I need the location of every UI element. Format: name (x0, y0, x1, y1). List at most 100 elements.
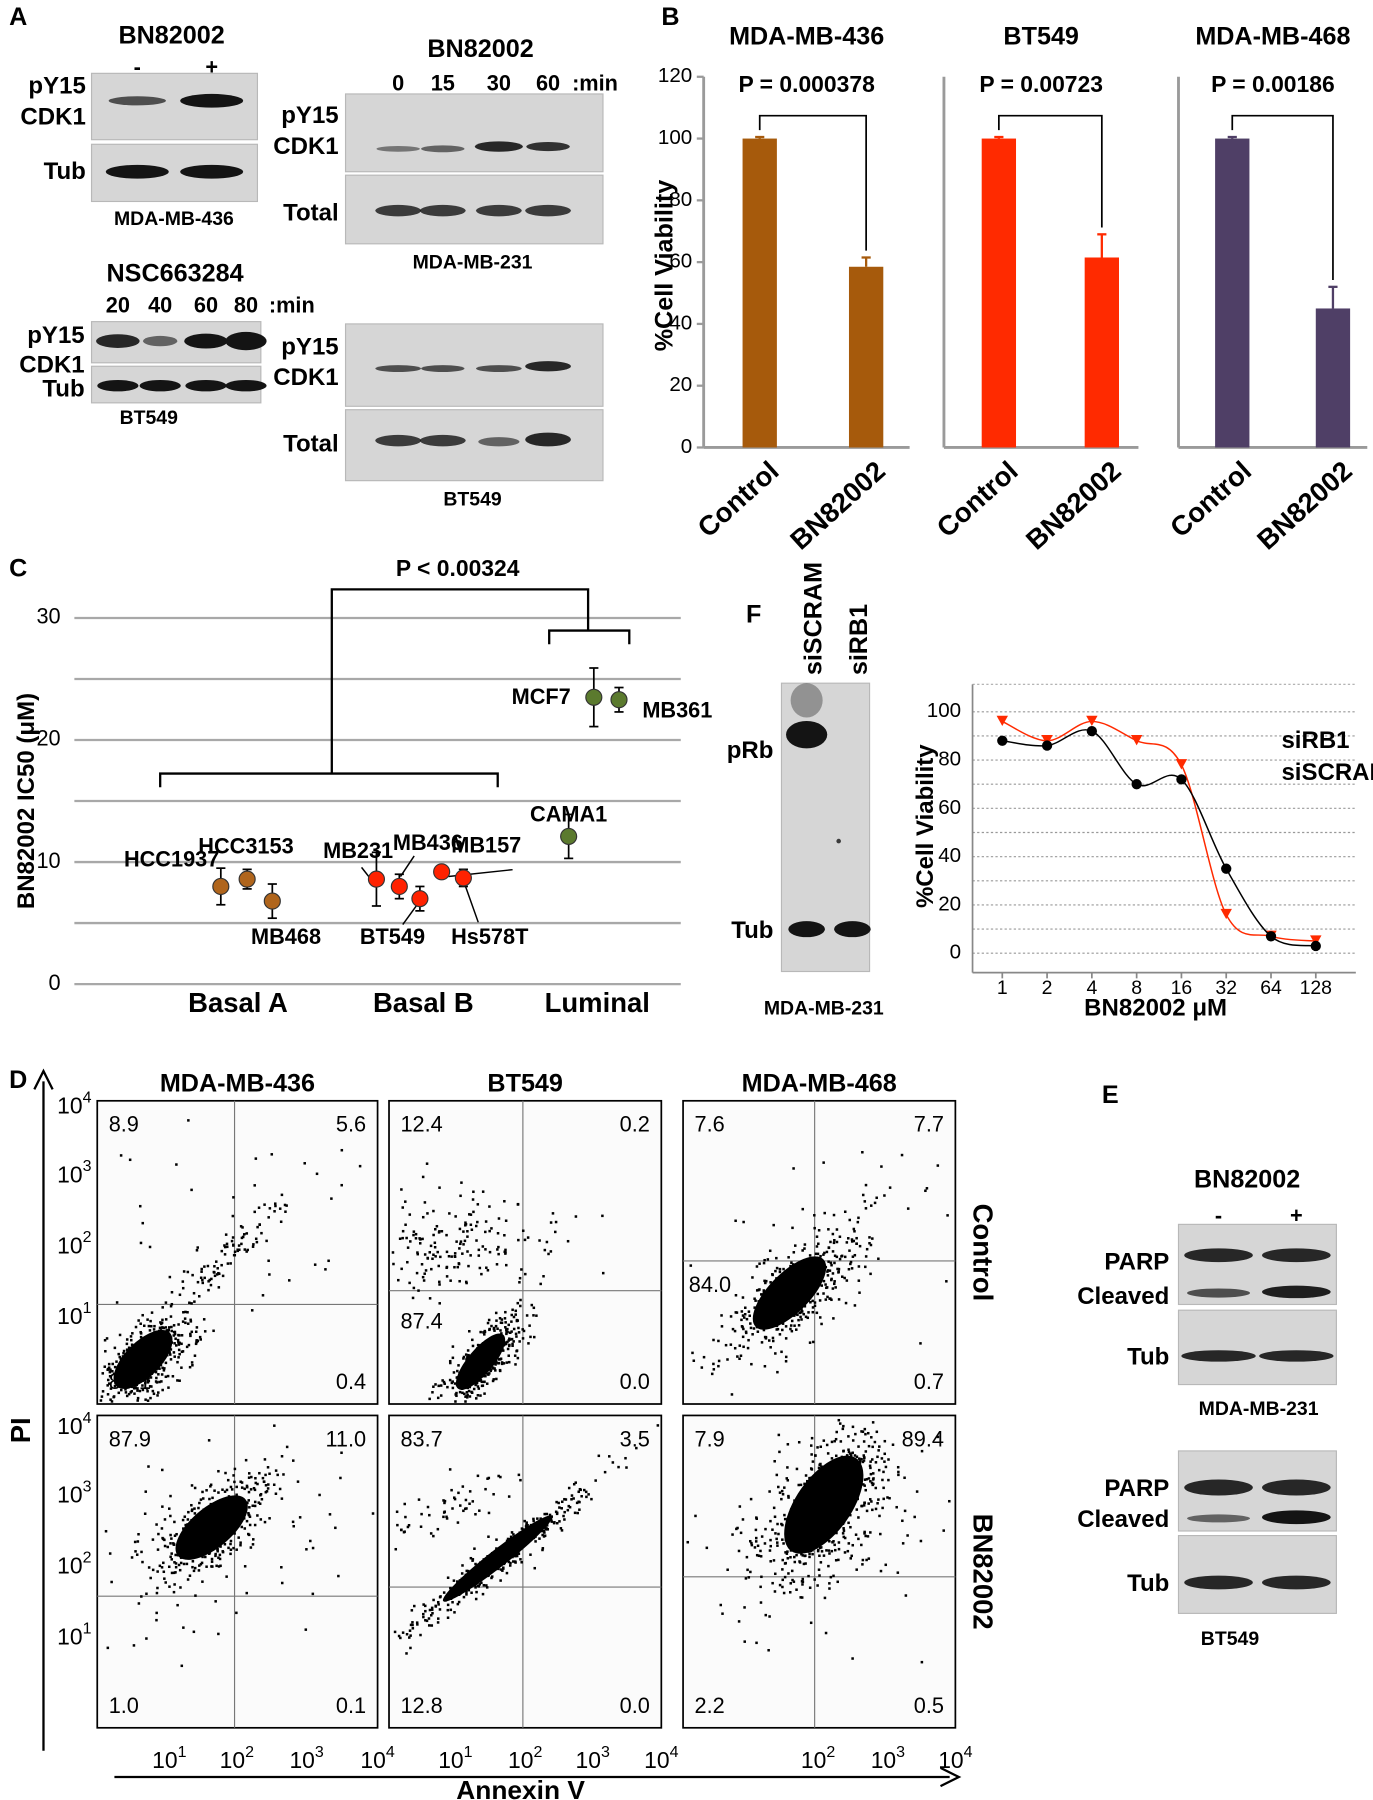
event-dot (220, 1527, 223, 1530)
event-dot (768, 1339, 771, 1342)
event-dot (844, 1537, 847, 1540)
event-dot (558, 1520, 561, 1523)
event-dot (149, 1352, 152, 1355)
event-dot (817, 1259, 820, 1262)
event-dot (794, 1278, 797, 1281)
event-dot (169, 1534, 172, 1537)
event-dot (571, 1494, 574, 1497)
event-dot (184, 1317, 187, 1320)
event-dot (484, 1562, 487, 1565)
event-dot (796, 1284, 799, 1287)
event-dot (402, 1631, 405, 1634)
event-dot (198, 1531, 201, 1534)
event-dot (560, 1527, 563, 1530)
event-dot (228, 1521, 231, 1524)
event-dot (783, 1486, 786, 1489)
blot-band (420, 435, 466, 446)
event-dot (852, 1439, 855, 1442)
event-dot (839, 1422, 842, 1425)
event-dot (475, 1567, 478, 1570)
blot-membrane (346, 94, 603, 172)
event-dot (466, 1250, 469, 1253)
flow-plot (97, 1415, 377, 1727)
event-dot (459, 1579, 462, 1582)
event-dot (835, 1497, 838, 1500)
event-dot (227, 1547, 230, 1550)
event-dot (256, 1241, 259, 1244)
event-dot (495, 1561, 498, 1564)
event-dot (857, 1217, 860, 1220)
event-dot (837, 1559, 840, 1562)
event-dot (776, 1371, 779, 1374)
quadrant-value: 5.6 (336, 1112, 366, 1137)
event-dot (469, 1585, 472, 1588)
event-dot (503, 1549, 506, 1552)
event-dot (297, 1480, 300, 1483)
event-dot (242, 1236, 245, 1239)
event-dot (482, 1369, 485, 1372)
event-dot (776, 1325, 779, 1328)
event-dot (855, 1469, 858, 1472)
event-dot (480, 1273, 483, 1276)
event-dot (762, 1317, 765, 1320)
event-dot (759, 1320, 762, 1323)
event-dot (431, 1258, 434, 1261)
event-dot (849, 1526, 852, 1529)
event-dot (781, 1559, 784, 1562)
event-dot (263, 1203, 266, 1206)
event-dot (432, 1234, 435, 1237)
event-dot (437, 1603, 440, 1606)
event-dot (432, 1599, 435, 1602)
event-dot (465, 1591, 468, 1594)
event-dot (449, 1279, 452, 1282)
event-dot (831, 1529, 834, 1532)
event-dot (224, 1543, 227, 1546)
event-dot (787, 1310, 790, 1313)
point (391, 878, 407, 894)
event-dot (810, 1267, 813, 1270)
event-dot (824, 1480, 827, 1483)
event-dot (532, 1314, 535, 1317)
event-dot (217, 1633, 220, 1636)
event-dot (861, 1151, 864, 1154)
column-title: BT549 (487, 1069, 563, 1097)
event-dot (231, 1240, 234, 1243)
event-dot (174, 1331, 177, 1334)
event-dot (484, 1488, 487, 1491)
event-dot (838, 1298, 841, 1301)
event-dot (292, 1521, 295, 1524)
event-dot (857, 1478, 860, 1481)
event-dot (859, 1245, 862, 1248)
event-dot (458, 1377, 461, 1380)
event-dot (512, 1560, 515, 1563)
event-dot (142, 1222, 145, 1225)
event-dot (475, 1397, 478, 1400)
event-dot (424, 1619, 427, 1622)
event-dot (821, 1470, 824, 1473)
event-dot (537, 1531, 540, 1534)
event-dot (250, 1546, 253, 1549)
event-dot (488, 1205, 491, 1208)
event-dot (819, 1525, 822, 1528)
event-dot (812, 1311, 815, 1314)
event-dot (459, 1228, 462, 1231)
event-dot (840, 1516, 843, 1519)
event-dot (825, 1519, 828, 1522)
event-dot (488, 1319, 491, 1322)
event-dot (528, 1324, 531, 1327)
lane-unit: :min (572, 71, 618, 96)
event-dot (706, 1547, 709, 1550)
event-dot (250, 1476, 253, 1479)
event-dot (468, 1330, 471, 1333)
event-dot (738, 1357, 741, 1360)
point-label: MB468 (251, 924, 321, 949)
event-dot (828, 1552, 831, 1555)
event-dot (846, 1279, 849, 1282)
event-dot (822, 1161, 825, 1164)
event-dot (505, 1330, 508, 1333)
event-dot (466, 1394, 469, 1397)
lane-label: + (1290, 1203, 1303, 1228)
event-dot (161, 1367, 164, 1370)
event-dot (948, 1500, 951, 1503)
